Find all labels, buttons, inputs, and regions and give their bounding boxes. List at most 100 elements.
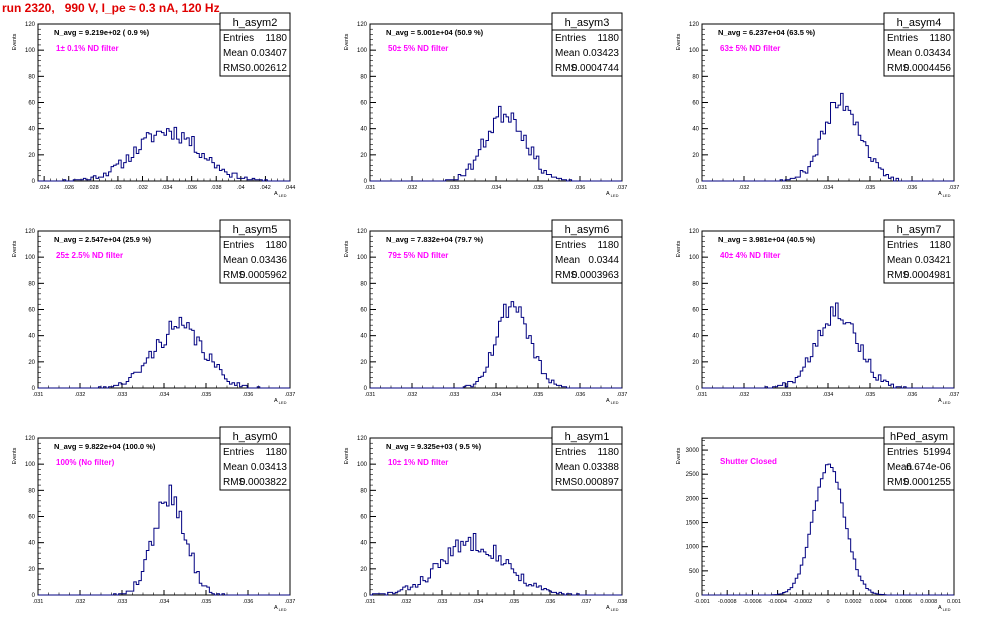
y-tick-label: 80: [360, 281, 367, 287]
stats-label: Entries: [223, 240, 254, 251]
y-tick-label: 20: [360, 360, 367, 366]
stats-value: 1180: [929, 240, 951, 251]
y-tick-label: 0: [696, 593, 700, 599]
y-tick-label: 120: [689, 229, 700, 235]
histogram-name: h_asym1: [565, 431, 610, 443]
x-tick-label: .035: [533, 392, 544, 398]
y-tick-label: 120: [25, 22, 36, 28]
stats-label: Entries: [887, 33, 918, 44]
y-axis-title: Events: [344, 33, 350, 50]
histogram-name: h_asym3: [565, 17, 610, 29]
x-tick-label: .036: [575, 185, 586, 191]
stats-label: RMS: [555, 63, 578, 74]
n-avg-label: N_avg = 7.832e+04 (79.7 %): [386, 235, 484, 244]
x-tick-label: .031: [365, 599, 376, 605]
stats-label: RMS: [555, 477, 578, 488]
histogram-line: [370, 533, 622, 596]
stats-label: Mean: [887, 48, 912, 59]
x-tick-label: .036: [907, 185, 918, 191]
x-axis-title: ALED: [938, 605, 951, 612]
x-tick-label: .036: [243, 392, 254, 398]
y-tick-label: 3000: [686, 448, 700, 454]
stats-value: 1180: [265, 240, 287, 251]
stats-box: [883, 29, 955, 77]
x-tick-label: .034: [473, 599, 484, 605]
stats-label: RMS: [887, 270, 910, 281]
x-axis-title: ALED: [606, 191, 619, 198]
x-axis-title: ALED: [938, 191, 951, 198]
x-tick-label: .031: [697, 185, 708, 191]
y-tick-label: 100: [25, 255, 36, 261]
x-axis-title: ALED: [274, 398, 287, 405]
y-tick-label: 0: [696, 386, 700, 392]
y-tick-label: 500: [689, 569, 700, 575]
x-tick-label: .037: [949, 392, 960, 398]
y-tick-label: 100: [25, 48, 36, 54]
stats-box: [219, 443, 291, 491]
x-tick-label: -0.001: [694, 599, 710, 605]
x-tick-label: .037: [581, 599, 592, 605]
x-tick-label: .031: [365, 185, 376, 191]
stats-value: 51994: [923, 447, 951, 458]
y-tick-label: 60: [28, 308, 35, 314]
stats-value: 1180: [597, 447, 619, 458]
x-tick-label: .034: [491, 392, 502, 398]
y-axis-title: Events: [676, 33, 682, 50]
y-tick-label: 120: [689, 22, 700, 28]
y-tick-label: 40: [692, 127, 699, 133]
y-tick-label: 60: [692, 101, 699, 107]
n-avg-label: N_avg = 9.325e+03 ( 9.5 %): [386, 442, 482, 451]
n-avg-label: N_avg = 3.981e+04 (40.5 %): [718, 235, 816, 244]
x-tick-label: .028: [88, 185, 99, 191]
y-tick-label: 20: [28, 567, 35, 573]
stats-box: [551, 236, 623, 284]
histogram-line: [702, 302, 954, 389]
x-tick-label: .037: [285, 392, 296, 398]
stats-value: 0.03407: [251, 48, 288, 59]
y-tick-label: 0: [32, 593, 36, 599]
x-tick-label: .034: [491, 185, 502, 191]
stats-value: 0.03436: [251, 255, 288, 266]
histogram-name: h_asym7: [897, 224, 942, 236]
x-tick-label: .035: [509, 599, 520, 605]
stats-label: RMS: [223, 270, 246, 281]
x-tick-label: .033: [449, 185, 460, 191]
x-tick-label: .032: [739, 392, 750, 398]
x-tick-label: .032: [739, 185, 750, 191]
stats-value: 0.0344: [588, 255, 619, 266]
y-tick-label: 40: [360, 334, 367, 340]
x-tick-label: .033: [117, 599, 128, 605]
y-tick-label: 0: [696, 179, 700, 185]
stats-label: RMS: [223, 63, 246, 74]
y-tick-label: 100: [357, 462, 368, 468]
x-tick-label: .031: [33, 392, 44, 398]
stats-box: [883, 236, 955, 284]
histogram-name: h_asym6: [565, 224, 610, 236]
x-tick-label: .038: [211, 185, 222, 191]
x-tick-label: .033: [781, 392, 792, 398]
stats-value: 0.0004981: [904, 270, 952, 281]
histogram-line: [702, 463, 954, 596]
histogram-panel-hPed_asym: 0 500 1000 1500 2000 2500 3000 -0.001 -0.0008 -0.…: [676, 426, 961, 612]
stats-label: Entries: [887, 447, 918, 458]
y-axis-title: Events: [12, 33, 18, 50]
stats-value: 0.0005962: [240, 270, 288, 281]
y-tick-label: 80: [28, 281, 35, 287]
x-tick-label: 0: [826, 599, 829, 605]
y-tick-label: 80: [692, 74, 699, 80]
y-tick-label: 20: [360, 153, 367, 159]
y-tick-label: 80: [360, 74, 367, 80]
y-tick-label: 1500: [686, 521, 700, 527]
y-tick-label: 60: [28, 101, 35, 107]
histogram-name: h_asym2: [233, 17, 278, 29]
y-tick-label: 100: [357, 255, 368, 261]
stats-value: 0.03423: [583, 48, 620, 59]
y-tick-label: 40: [28, 541, 35, 547]
x-tick-label: .034: [823, 185, 834, 191]
histogram-name: hPed_asym: [890, 431, 948, 443]
x-tick-label: .032: [407, 392, 418, 398]
y-tick-label: 120: [25, 229, 36, 235]
x-tick-label: .036: [545, 599, 556, 605]
n-avg-label: N_avg = 6.237e+04 (63.5 %): [718, 28, 816, 37]
filter-label: 10± 1% ND filter: [388, 458, 448, 467]
